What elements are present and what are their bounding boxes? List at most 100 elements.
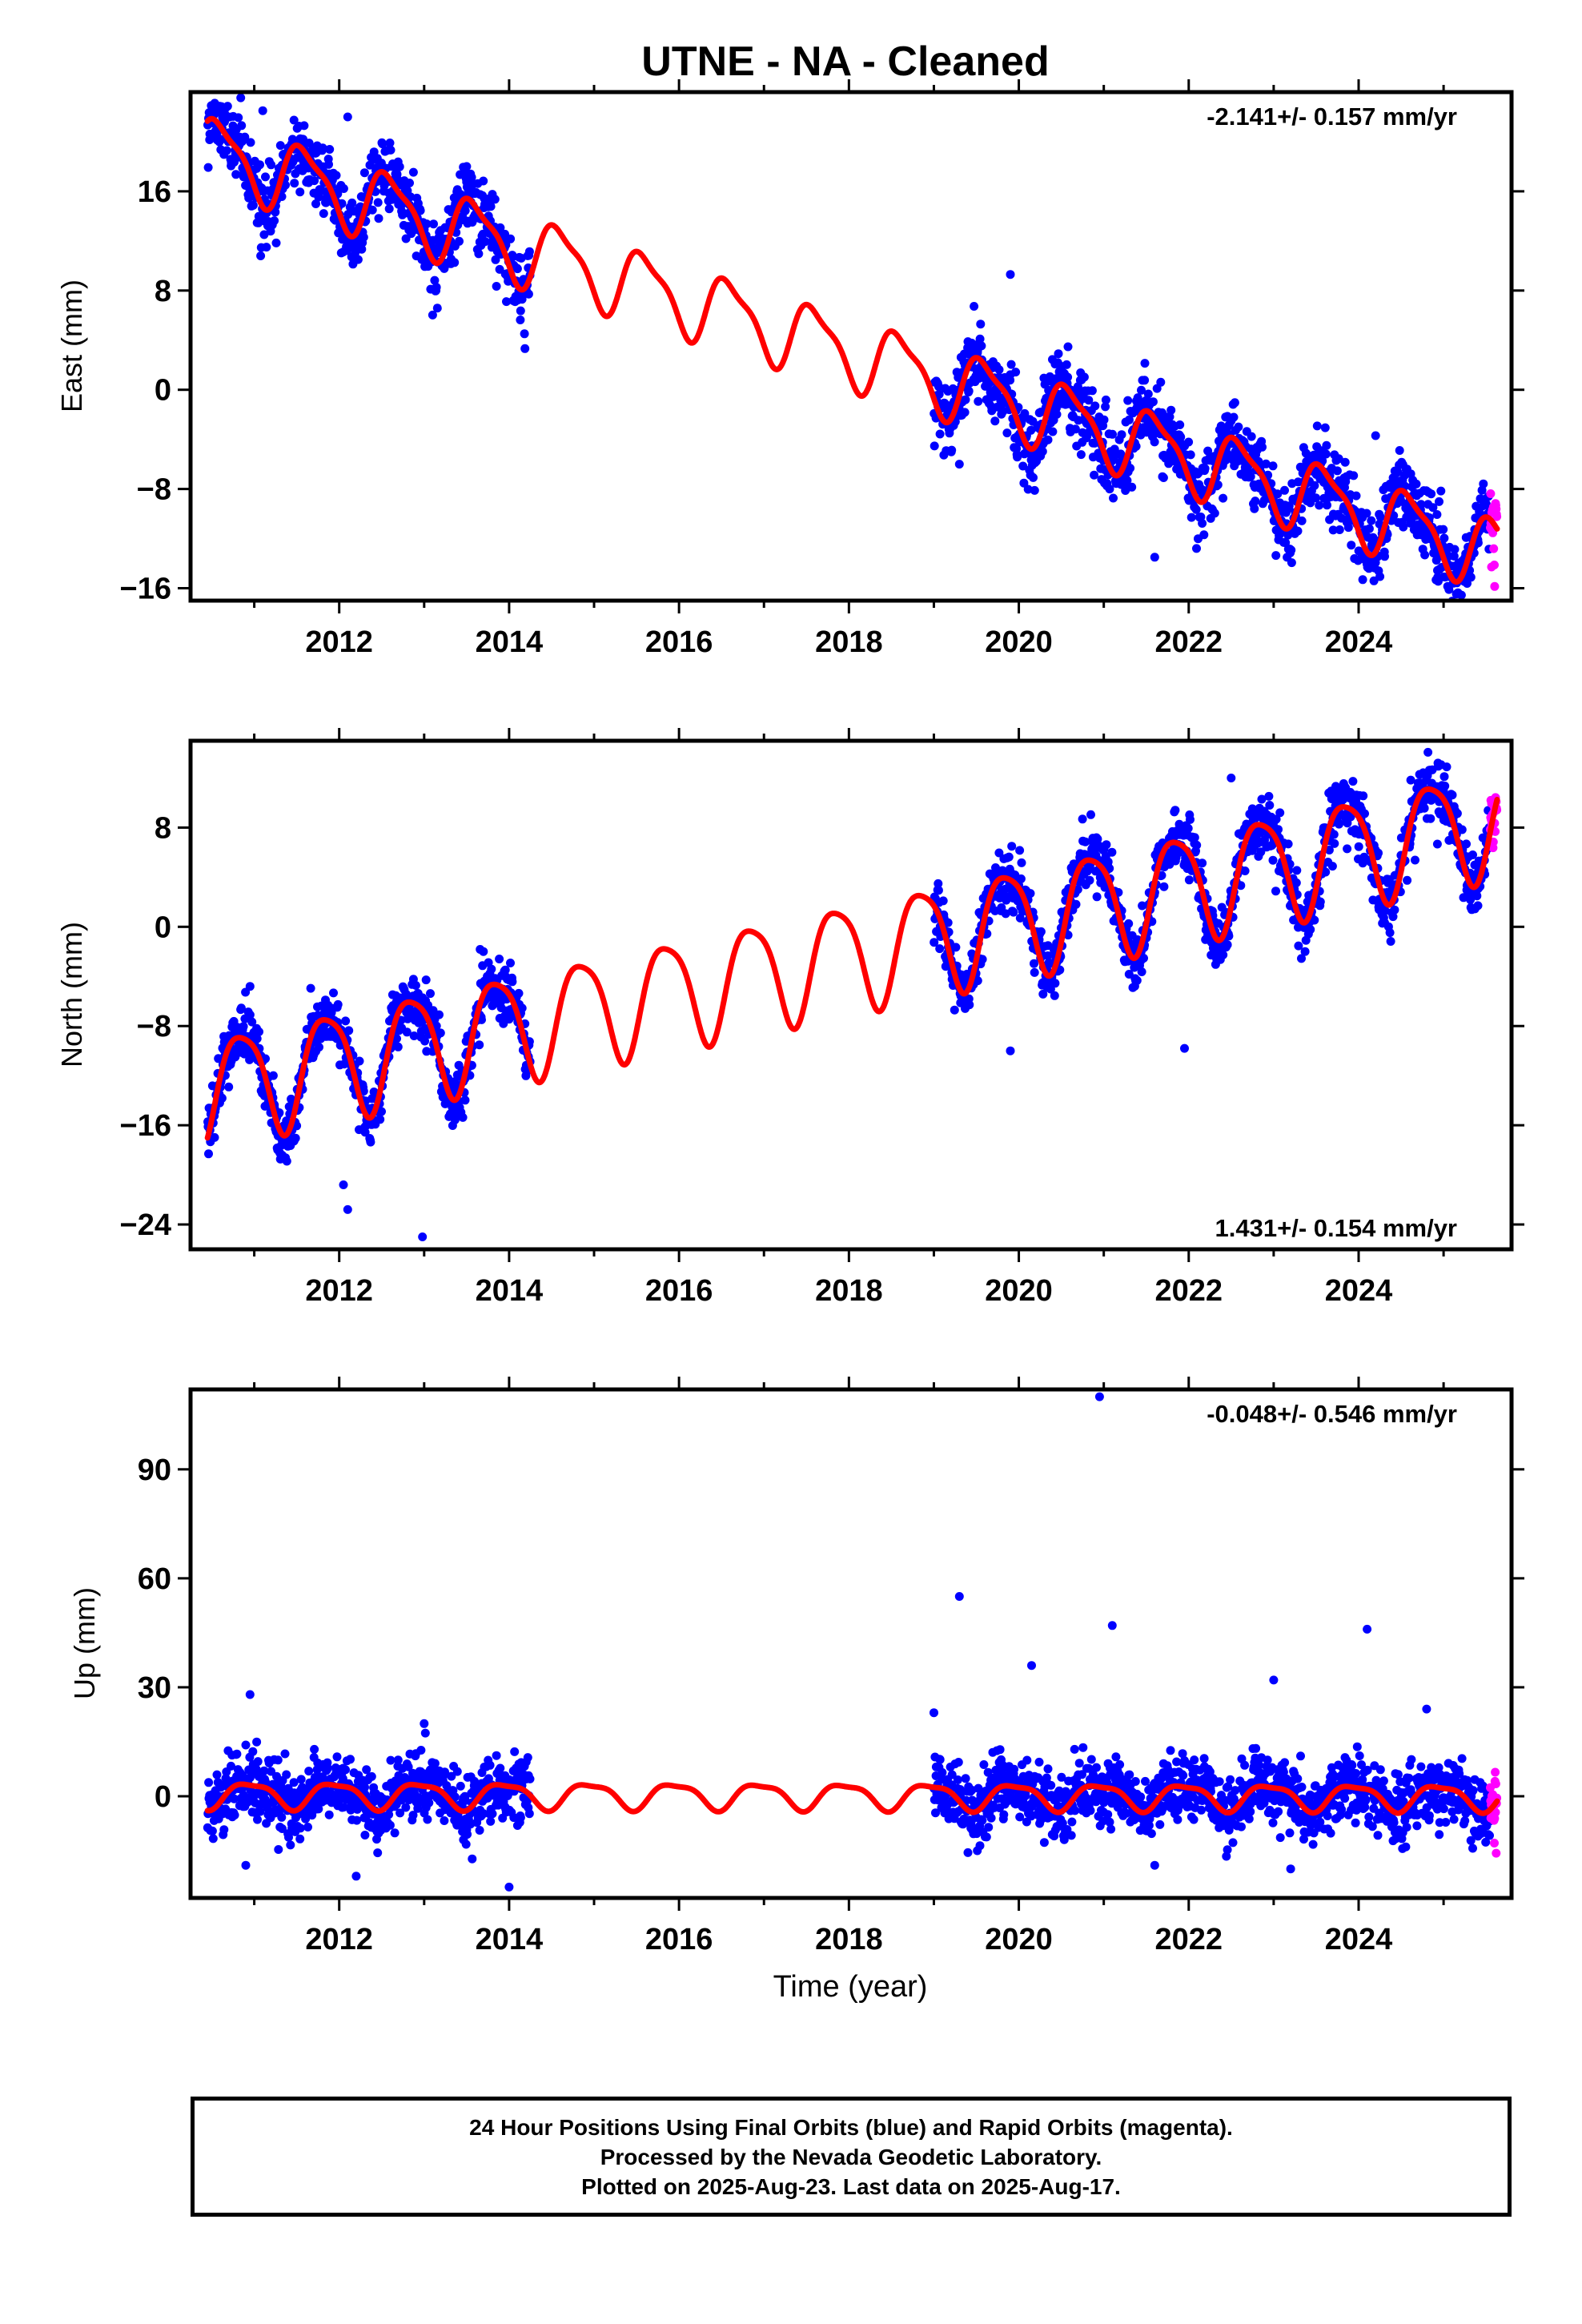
data-point: [252, 1737, 262, 1747]
data-point: [1271, 551, 1281, 561]
data-point: [460, 206, 470, 215]
final-orbit-points: [203, 747, 1495, 1241]
data-point: [1354, 842, 1363, 851]
data-point: [963, 1848, 973, 1857]
data-point: [1140, 359, 1150, 368]
data-point: [210, 1132, 219, 1142]
data-point: [416, 206, 425, 215]
data-point: [1124, 415, 1134, 424]
data-point: [1416, 500, 1426, 509]
data-point: [1019, 478, 1029, 488]
data-point: [367, 205, 377, 215]
data-point: [252, 1034, 262, 1043]
data-point: [1450, 545, 1460, 554]
data-point: [402, 1027, 412, 1037]
data-point: [1004, 852, 1014, 862]
data-point: [480, 237, 490, 247]
data-point: [1043, 435, 1053, 444]
data-point: [1166, 405, 1176, 415]
y-tick-label: −8: [137, 1010, 171, 1043]
data-point: [1432, 510, 1442, 519]
data-point: [1086, 1806, 1095, 1815]
data-point: [1389, 511, 1399, 521]
data-point: [1090, 401, 1100, 411]
data-point: [1081, 837, 1090, 846]
data-point: [1368, 533, 1378, 542]
data-point: [1332, 466, 1342, 476]
data-point: [1186, 513, 1196, 522]
data-point: [1186, 814, 1195, 824]
data-point: [270, 216, 279, 226]
data-point: [1340, 457, 1350, 467]
data-point: [231, 170, 241, 179]
data-point: [1273, 489, 1283, 499]
data-point: [1442, 762, 1452, 772]
data-point: [405, 179, 414, 187]
data-point: [1009, 907, 1018, 917]
data-point: [935, 429, 945, 439]
data-point: [1229, 412, 1239, 422]
data-point: [1320, 423, 1330, 432]
data-point: [440, 1816, 449, 1825]
data-point: [1374, 848, 1383, 858]
data-point: [420, 1036, 430, 1046]
data-point: [1447, 790, 1457, 800]
data-point: [234, 113, 243, 123]
data-point: [1126, 464, 1135, 473]
data-point: [982, 1832, 991, 1842]
data-point: [990, 416, 1000, 426]
data-point: [1216, 421, 1226, 431]
data-point: [1458, 621, 1467, 630]
data-point: [282, 1116, 291, 1126]
data-point: [1007, 842, 1017, 851]
data-point: [1349, 471, 1359, 480]
data-point: [1192, 840, 1202, 850]
data-point: [360, 1831, 370, 1839]
data-point: [346, 1755, 355, 1764]
data-point: [1090, 470, 1099, 480]
data-point: [1322, 440, 1331, 450]
data-point: [324, 1810, 334, 1819]
data-point: [1078, 1743, 1088, 1752]
data-point: [1165, 412, 1174, 421]
data-point: [1315, 501, 1324, 510]
data-point: [1199, 530, 1209, 540]
x-tick-label: 2018: [815, 1274, 883, 1308]
data-point: [935, 944, 945, 954]
data-point: [1456, 590, 1466, 600]
data-point: [1034, 1757, 1044, 1767]
data-point: [970, 302, 979, 311]
data-point: [1015, 846, 1025, 855]
data-point: [1079, 372, 1089, 382]
data-point: [1046, 1780, 1056, 1790]
data-point: [236, 93, 246, 103]
data-point: [341, 1016, 351, 1026]
data-point: [209, 66, 218, 75]
data-point: [986, 1813, 996, 1823]
data-point: [355, 1056, 364, 1066]
data-point: [934, 879, 943, 888]
data-point: [1230, 398, 1239, 408]
data-point: [392, 1034, 401, 1043]
data-point: [1143, 389, 1153, 399]
data-point: [1010, 1764, 1019, 1774]
data-point: [1258, 442, 1267, 452]
x-tick-label: 2020: [985, 625, 1053, 659]
data-point: [1050, 991, 1059, 1000]
data-point: [395, 162, 404, 171]
data-point: [248, 200, 258, 210]
data-point: [222, 146, 231, 155]
data-point: [386, 145, 396, 155]
data-point: [374, 214, 383, 223]
plot-area: [203, 66, 1502, 630]
y-tick-label: 8: [155, 811, 171, 845]
data-point: [1311, 493, 1320, 503]
data-point: [1137, 967, 1146, 976]
data-point: [1247, 432, 1256, 441]
data-point: [1038, 447, 1047, 456]
data-point: [1395, 446, 1404, 455]
data-point: [421, 975, 431, 985]
data-point: [277, 192, 287, 201]
data-point: [479, 947, 488, 956]
